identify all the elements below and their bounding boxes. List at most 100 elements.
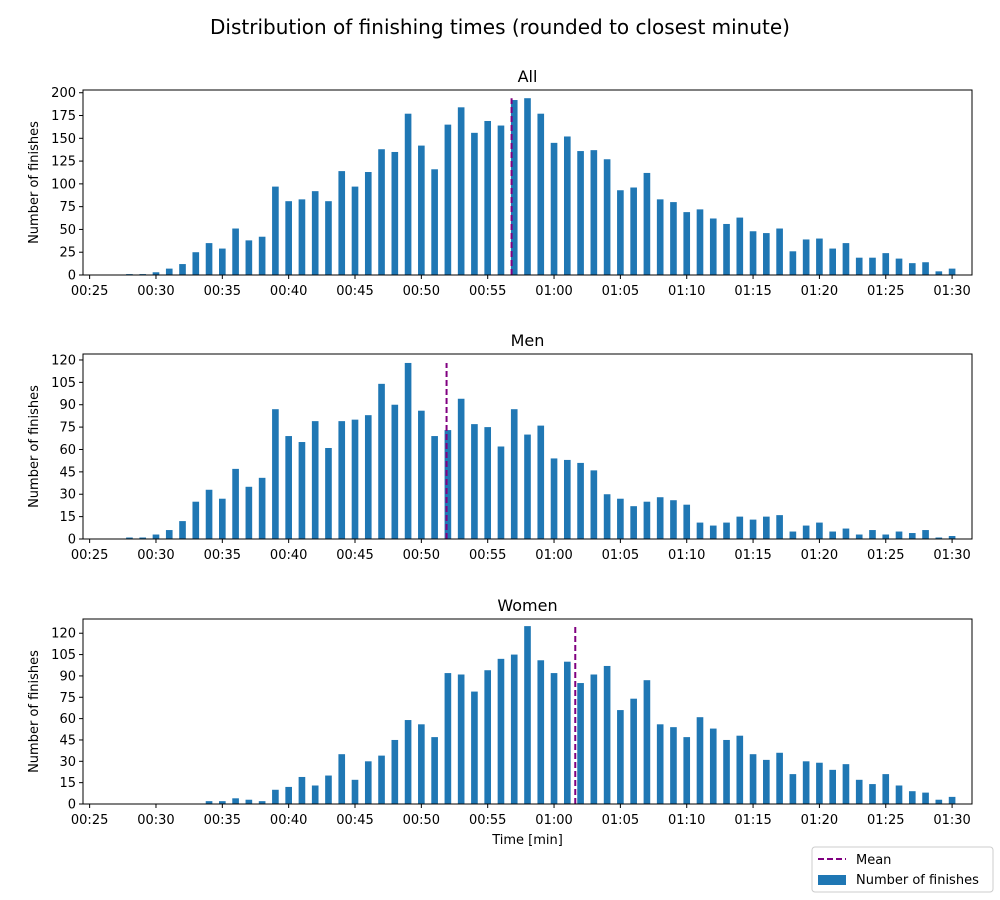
- legend-frame: [811, 846, 994, 893]
- bar: [855, 779, 863, 804]
- bar: [272, 409, 279, 539]
- bar: [205, 801, 213, 804]
- bar: [736, 735, 744, 804]
- bar: [351, 779, 359, 804]
- bar: [855, 257, 863, 275]
- x-tick-label: 01:30: [933, 548, 970, 563]
- x-tick-label: 00:55: [469, 548, 506, 563]
- subplot-women: Women 0 15 30 45 60 75 90 105 120 00:25 00:30 00:35 0…: [27, 596, 973, 828]
- x-tick-label: 00:25: [71, 548, 108, 563]
- x-tick-label: 00:40: [270, 284, 307, 299]
- bar: [431, 169, 438, 275]
- x-tick-label: 00:50: [403, 284, 440, 299]
- legend-bar-swatch: [818, 875, 846, 885]
- bar: [895, 785, 903, 804]
- bar: [205, 489, 213, 539]
- bar: [338, 754, 346, 804]
- bar: [550, 142, 558, 275]
- bar: [683, 504, 691, 539]
- x-tick-label: 01:20: [801, 813, 838, 828]
- bar: [219, 801, 226, 804]
- y-tick-label: 30: [59, 488, 76, 503]
- y-tick-label: 120: [51, 627, 76, 642]
- subplot-title: Women: [497, 596, 557, 615]
- bar: [537, 113, 545, 275]
- bar: [510, 409, 518, 539]
- bar: [563, 661, 571, 804]
- subplot-title: All: [518, 67, 538, 86]
- bar: [325, 201, 332, 275]
- bar: [816, 522, 823, 539]
- bar: [590, 150, 598, 275]
- bar: [338, 171, 346, 275]
- y-axis-label: Number of finishes: [27, 385, 42, 508]
- x-tick-label: 00:55: [469, 813, 506, 828]
- bar: [922, 530, 929, 539]
- subplot-all: All 0 25 50 75 100 125 150 175 200 00:25 00:30 00:35…: [27, 67, 973, 299]
- y-axis-label: Number of finishes: [27, 121, 42, 244]
- bar: [152, 272, 160, 275]
- bar: [192, 501, 200, 539]
- y-tick-label: 105: [51, 648, 76, 663]
- bar: [338, 421, 346, 539]
- bar: [869, 530, 876, 539]
- bar: [895, 531, 903, 539]
- x-tick-label: 01:25: [867, 284, 904, 299]
- bar: [935, 537, 943, 539]
- x-tick-label: 01:25: [867, 813, 904, 828]
- y-tick-label: 200: [51, 86, 76, 101]
- bar: [617, 710, 624, 804]
- bar: [630, 187, 637, 275]
- x-tick-label: 01:00: [535, 548, 572, 563]
- bar: [709, 728, 717, 804]
- y-tick-label: 120: [51, 353, 76, 368]
- bar: [749, 754, 757, 804]
- bar: [869, 784, 876, 804]
- bar: [908, 791, 916, 804]
- x-tick-label: 01:00: [535, 813, 572, 828]
- bar: [816, 762, 823, 804]
- bar: [404, 113, 412, 275]
- bar: [563, 459, 571, 539]
- bar: [232, 468, 239, 539]
- bar: [603, 665, 611, 804]
- bar: [829, 769, 836, 804]
- bar: [378, 149, 385, 275]
- bar: [550, 673, 558, 804]
- bar: [126, 537, 133, 539]
- bar: [563, 136, 571, 275]
- x-tick-label: 01:20: [801, 548, 838, 563]
- bar: [537, 660, 545, 804]
- bar: [935, 271, 943, 275]
- axes-frame: [82, 89, 973, 276]
- bar: [895, 258, 903, 275]
- y-tick-label: 75: [59, 421, 76, 436]
- bar: [696, 209, 704, 275]
- bar: [855, 534, 863, 539]
- x-tick-label: 00:40: [270, 813, 307, 828]
- bar: [816, 238, 823, 275]
- y-tick-label: 60: [59, 443, 76, 458]
- x-tick-label: 00:45: [336, 813, 373, 828]
- bar: [670, 202, 677, 275]
- legend-mean-label: Mean: [856, 853, 891, 868]
- x-tick-label: 01:10: [668, 813, 705, 828]
- y-tick-label: 15: [59, 776, 76, 791]
- y-tick-label: 30: [59, 755, 76, 770]
- bar: [391, 739, 399, 804]
- bar: [789, 531, 797, 539]
- bar: [205, 243, 213, 275]
- bar: [418, 145, 425, 275]
- bar: [749, 519, 757, 539]
- bar: [418, 410, 425, 539]
- bar: [763, 233, 770, 275]
- bar: [869, 257, 876, 275]
- bar: [179, 521, 186, 539]
- bar: [842, 528, 850, 539]
- bar: [444, 124, 452, 275]
- bar: [152, 534, 160, 539]
- bar: [325, 775, 332, 804]
- bar: [272, 789, 279, 804]
- y-tick-label: 0: [68, 533, 76, 548]
- bar: [603, 494, 611, 539]
